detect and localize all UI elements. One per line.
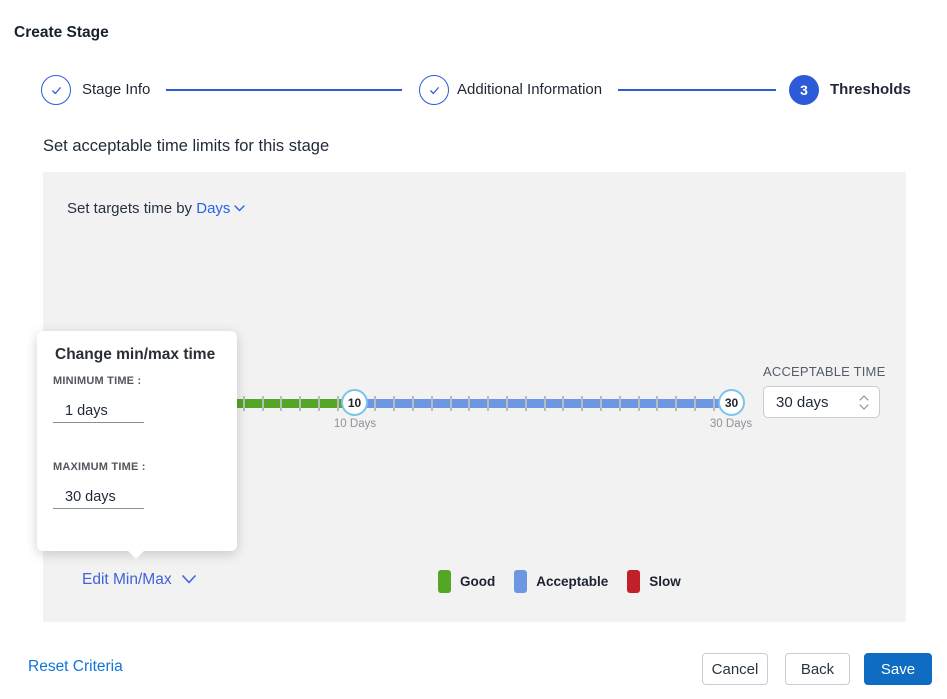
legend-item-slow: Slow (627, 570, 681, 593)
stepper-connector (618, 89, 776, 91)
maximum-time-input[interactable] (53, 485, 144, 509)
maximum-time-label: MAXIMUM TIME : (53, 461, 146, 473)
cancel-button[interactable]: Cancel (702, 653, 768, 685)
slider-tick (524, 396, 527, 411)
slider-handle-max[interactable]: 30 (718, 389, 745, 416)
threshold-legend: Good Acceptable Slow (438, 570, 681, 593)
acceptable-time-value: 30 days (776, 393, 829, 411)
stepper-spinner (859, 394, 869, 410)
slider-tick (468, 396, 471, 411)
slider-track-acceptable (355, 399, 732, 408)
popup-pointer (128, 551, 144, 559)
step-number-badge: 3 (789, 75, 819, 105)
check-icon (41, 75, 71, 105)
good-swatch (438, 570, 451, 593)
slider-tick (618, 396, 621, 411)
chevron-down-icon (234, 199, 246, 216)
acceptable-time-label: ACCEPTABLE TIME (763, 364, 886, 379)
acceptable-time-input[interactable]: 30 days (763, 386, 880, 418)
minimum-time-label: MINIMUM TIME : (53, 375, 142, 387)
save-button[interactable]: Save (864, 653, 932, 685)
slider-tick (430, 396, 433, 411)
page-title: Create Stage (14, 24, 109, 41)
slider-tick (299, 396, 302, 411)
slider-tick (336, 396, 339, 411)
slider-tick (675, 396, 678, 411)
slider-tick (506, 396, 508, 411)
back-button[interactable]: Back (785, 653, 850, 685)
slider-tick (543, 396, 546, 411)
edit-minmax-link[interactable]: Edit Min/Max (82, 571, 196, 589)
change-minmax-popup: Change min/max time MINIMUM TIME : MAXIM… (37, 331, 237, 559)
legend-item-good: Good (438, 570, 495, 593)
legend-item-acceptable: Acceptable (514, 570, 608, 593)
slider-tick (487, 396, 490, 411)
slider-tick (637, 396, 640, 411)
popup-title: Change min/max time (55, 346, 216, 363)
check-icon (419, 75, 449, 105)
spinner-down-icon[interactable] (859, 403, 869, 410)
targets-unit-dropdown[interactable]: Days (196, 199, 246, 217)
chevron-down-icon (181, 571, 196, 589)
legend-label: Slow (649, 574, 681, 589)
slider-tick (581, 396, 584, 411)
targets-prefix-text: Set targets time by (67, 200, 193, 217)
reset-criteria-link[interactable]: Reset Criteria (28, 658, 123, 675)
slow-swatch (627, 570, 641, 593)
set-targets-row: Set targets time by Days (67, 199, 246, 217)
stepper-connector (166, 89, 402, 91)
step-label: Stage Info (82, 81, 151, 98)
slider-tick (280, 396, 283, 411)
slider-tick (656, 396, 659, 411)
spinner-up-icon[interactable] (859, 394, 869, 401)
slider-tick (374, 396, 377, 411)
slider-tick (562, 396, 565, 411)
legend-label: Good (460, 574, 496, 589)
section-heading: Set acceptable time limits for this stag… (43, 137, 330, 155)
slider-tick (694, 396, 696, 411)
slider-handle-min-label: 10 Days (333, 418, 377, 430)
slider-handle-max-label: 30 Days (709, 418, 753, 430)
step-label: Thresholds (830, 81, 911, 98)
slider-tick (261, 396, 264, 411)
slider-tick (449, 396, 452, 411)
acceptable-swatch (514, 570, 528, 593)
slider-handle-min[interactable]: 10 (341, 389, 368, 416)
slider-tick (712, 396, 715, 411)
slider-tick (318, 396, 320, 411)
step-label: Additional Information (457, 81, 603, 98)
minimum-time-input[interactable] (53, 399, 144, 423)
slider-tick (242, 396, 245, 411)
slider-tick (412, 396, 414, 411)
slider-tick (600, 396, 602, 411)
slider-tick (393, 396, 396, 411)
legend-label: Acceptable (536, 574, 609, 589)
